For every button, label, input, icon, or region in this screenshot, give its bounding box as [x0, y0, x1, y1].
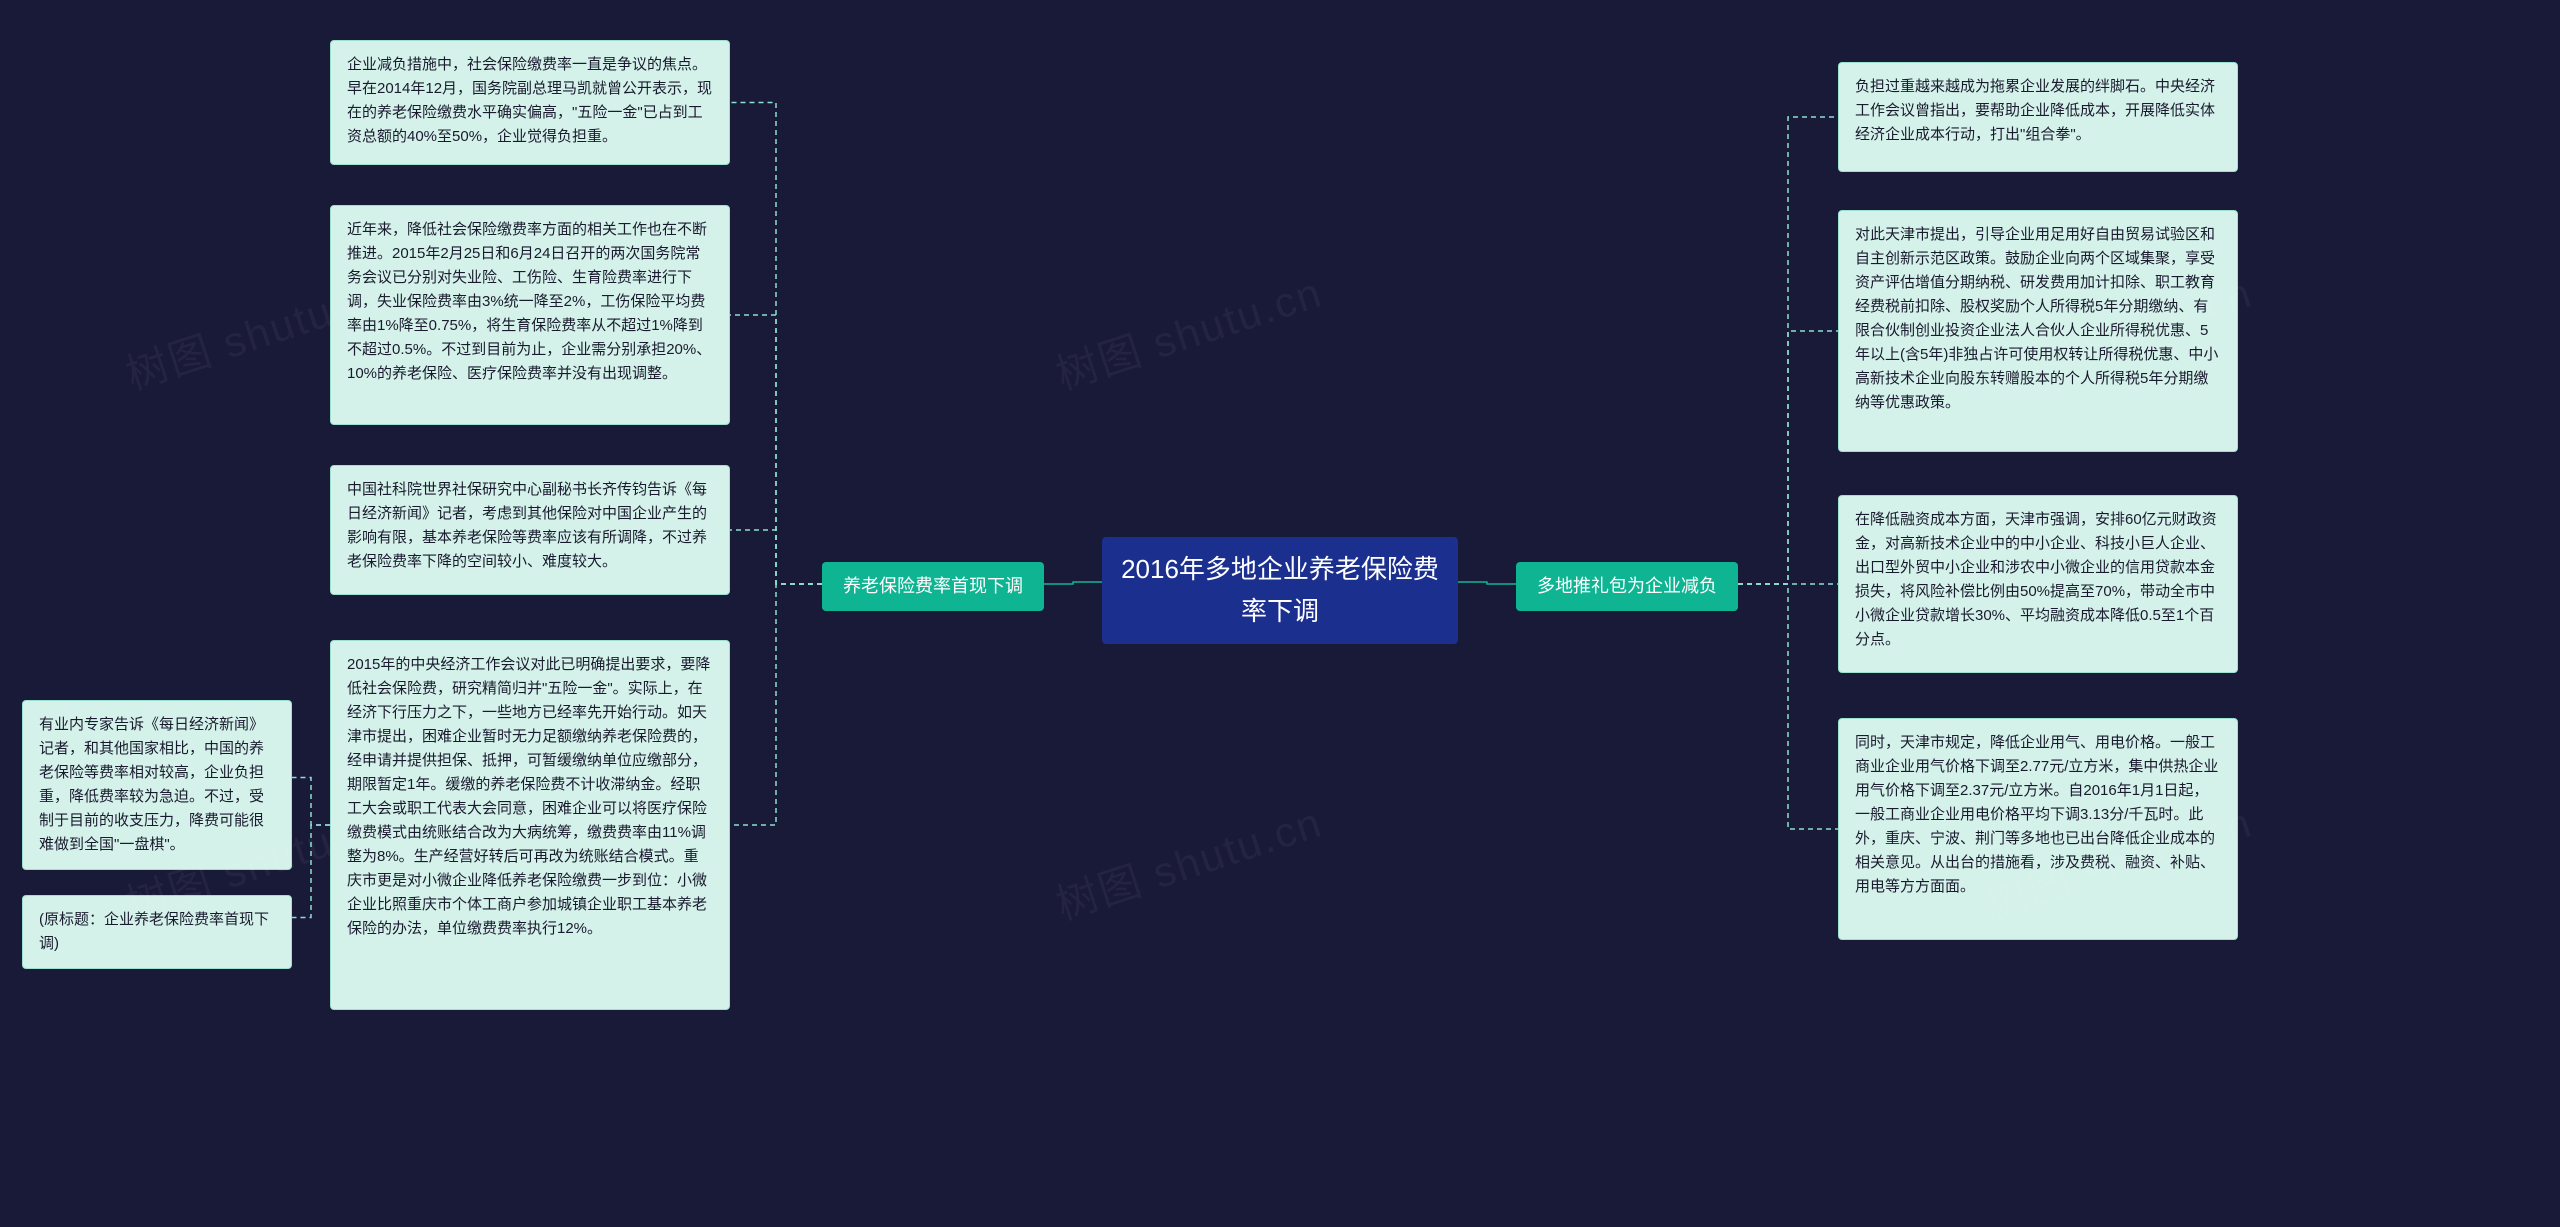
root-node: 2016年多地企业养老保险费率下调	[1102, 537, 1458, 644]
branch-left: 养老保险费率首现下调	[822, 562, 1044, 611]
leaf-right-3: 同时，天津市规定，降低企业用气、用电价格。一般工商业企业用气价格下调至2.77元…	[1838, 718, 2238, 940]
leaf-left-2: 中国社科院世界社保研究中心副秘书长齐传钧告诉《每日经济新闻》记者，考虑到其他保险…	[330, 465, 730, 595]
watermark: 树图 shutu.cn	[1047, 789, 1329, 932]
leaf-left-0: 企业减负措施中，社会保险缴费率一直是争议的焦点。早在2014年12月，国务院副总…	[330, 40, 730, 165]
leaf-left-1: 近年来，降低社会保险缴费率方面的相关工作也在不断推进。2015年2月25日和6月…	[330, 205, 730, 425]
leaf-left-3-1: (原标题：企业养老保险费率首现下调)	[22, 895, 292, 969]
branch-right: 多地推礼包为企业减负	[1516, 562, 1738, 611]
leaf-left-3-0: 有业内专家告诉《每日经济新闻》记者，和其他国家相比，中国的养老保险等费率相对较高…	[22, 700, 292, 870]
leaf-right-0: 负担过重越来越成为拖累企业发展的绊脚石。中央经济工作会议曾指出，要帮助企业降低成…	[1838, 62, 2238, 172]
leaf-right-1: 对此天津市提出，引导企业用足用好自由贸易试验区和自主创新示范区政策。鼓励企业向两…	[1838, 210, 2238, 452]
leaf-left-3: 2015年的中央经济工作会议对此已明确提出要求，要降低社会保险费，研究精简归并"…	[330, 640, 730, 1010]
leaf-right-2: 在降低融资成本方面，天津市强调，安排60亿元财政资金，对高新技术企业中的中小企业…	[1838, 495, 2238, 673]
watermark: 树图 shutu.cn	[1047, 259, 1329, 402]
